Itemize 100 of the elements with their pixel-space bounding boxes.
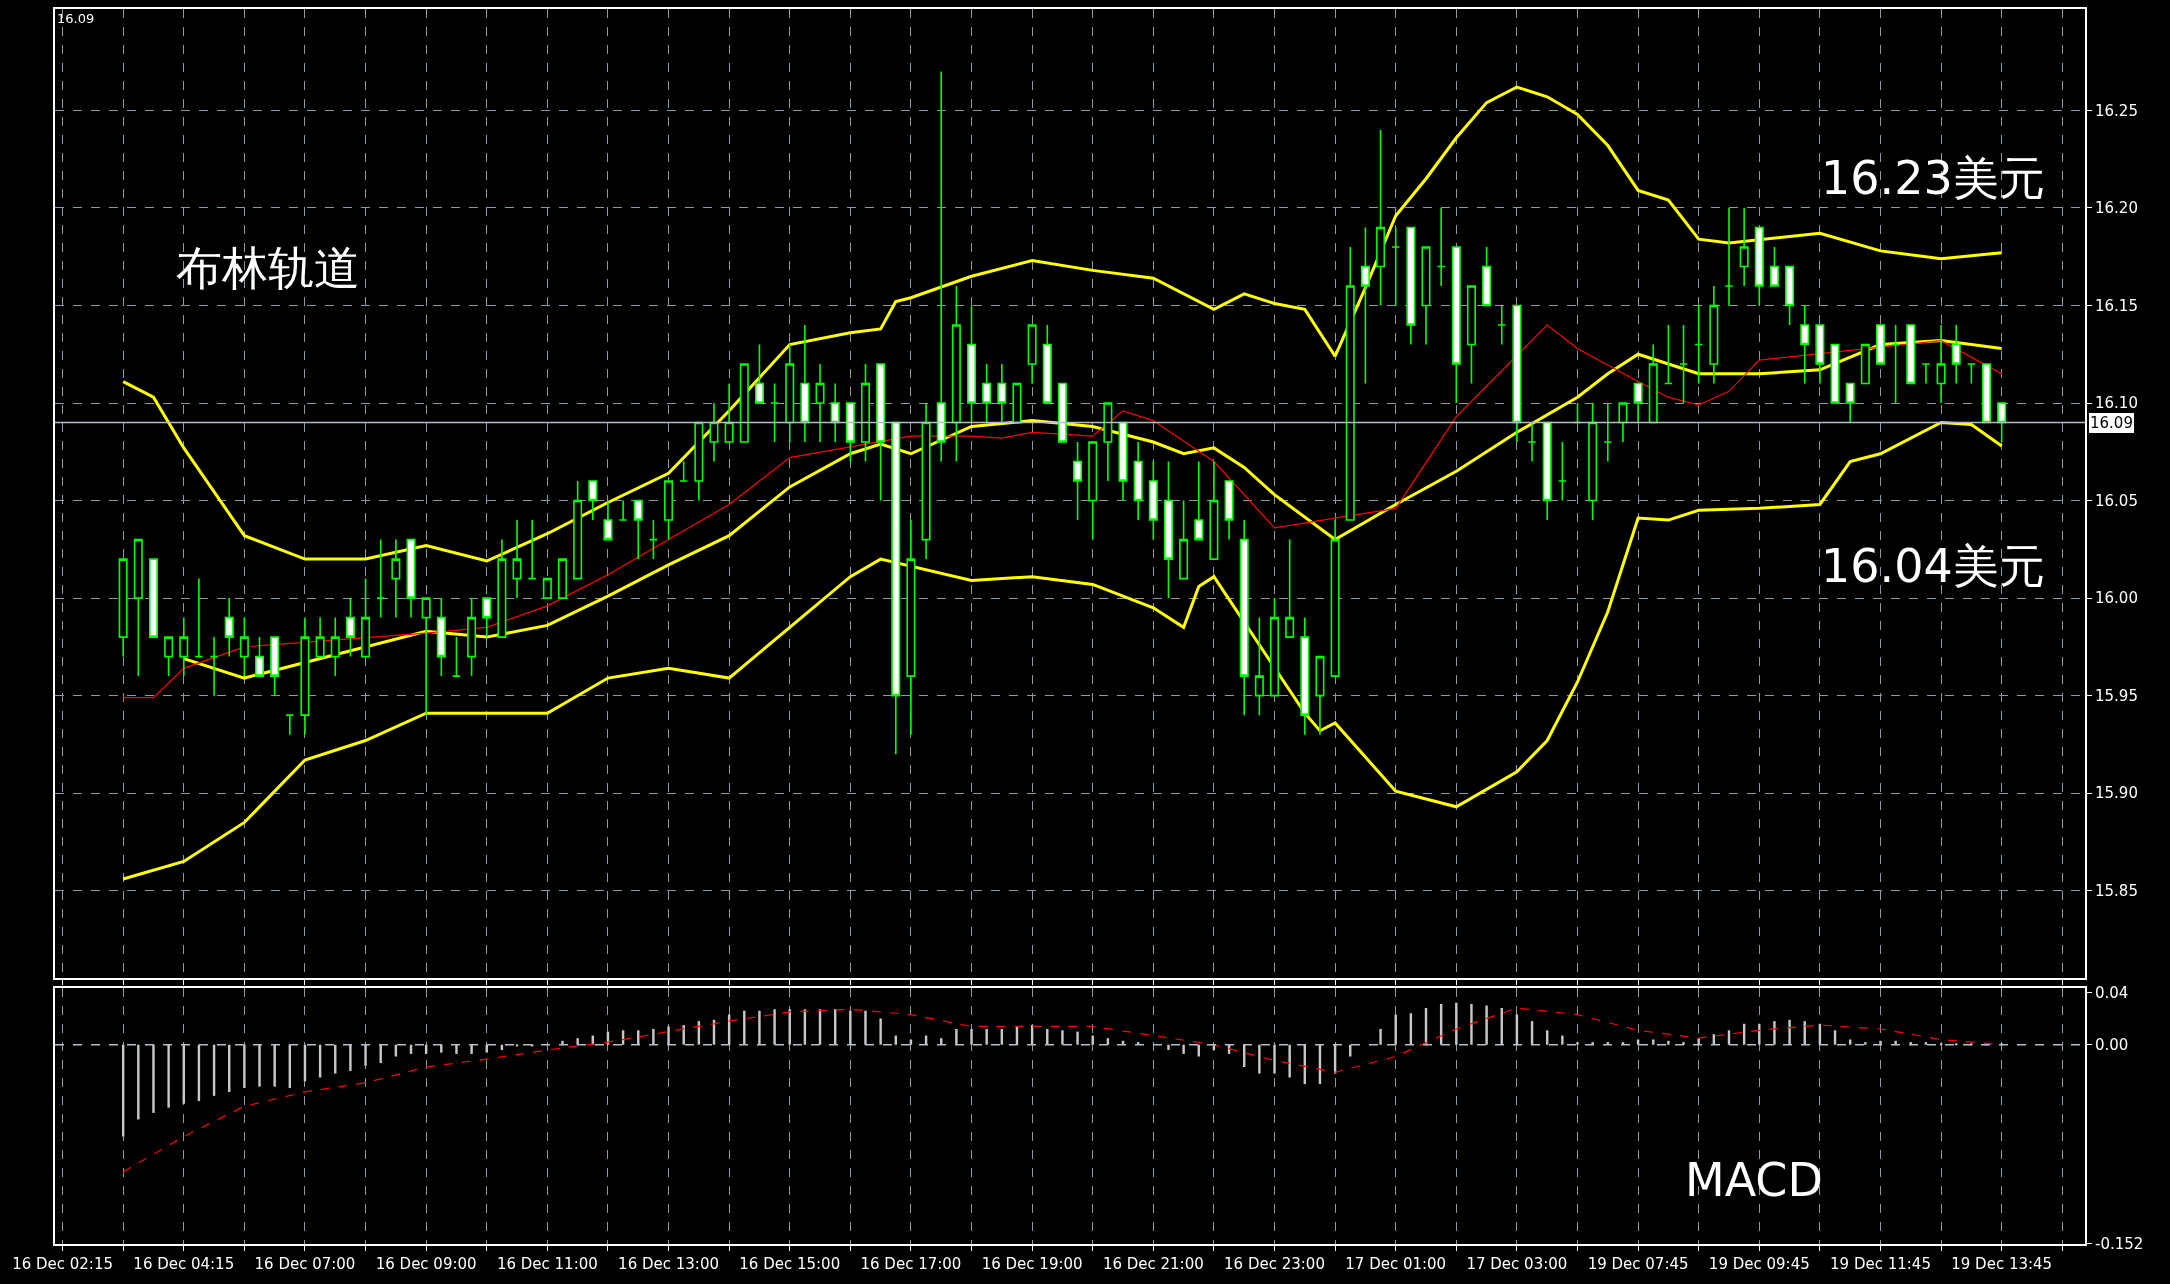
bar [1561,1035,1564,1045]
bar [909,1039,913,1045]
candlestick [270,636,280,697]
candlestick [1451,246,1461,404]
annotation: 16.09 [57,11,95,26]
candlestick [1982,363,1992,424]
bar [1182,1044,1185,1054]
bar [667,1026,670,1045]
candlestick [1285,538,1295,638]
candlestick [1694,304,1704,385]
y-tick-label: 16.00 [2095,589,2138,608]
candlestick [1860,343,1870,385]
x-tick-label: 17 Dec 03:00 [1466,1255,1568,1273]
candlestick [694,421,704,502]
x-tick-label: 19 Dec 11:45 [1830,1255,1931,1273]
candlestick [754,343,764,404]
candlestick [1815,324,1825,385]
annotation: 布林轨道 [176,241,360,295]
candlestick [876,363,886,502]
bar [455,1044,458,1054]
bar [879,1018,882,1045]
y-tick-label: 15.95 [2095,686,2138,705]
candlestick [1103,402,1113,482]
x-tick-label: 16 Dec 19:00 [981,1255,1083,1273]
candlestick [1012,382,1022,424]
candlestick [497,538,507,638]
candlestick [133,538,143,677]
candlestick [1679,324,1689,404]
candlestick [936,70,946,463]
bar [1636,1039,1640,1045]
annotation: MACD [1685,1153,1823,1207]
candlestick [1042,324,1052,404]
annotation: 16.04美元 [1821,539,2045,593]
bar [1061,1030,1064,1045]
candlestick [664,480,674,541]
candlestick [361,577,371,658]
candlestick [482,597,492,638]
candlestick [1270,597,1280,697]
y-tick-label: 16.15 [2095,296,2138,315]
bar [243,1044,246,1088]
candlestick [770,382,780,443]
bar [682,1025,685,1045]
candlestick [603,499,613,541]
ref-line-label: 16.09 [2090,414,2133,432]
candlestick [255,636,265,677]
candlestick [1057,382,1067,443]
candlestick [1557,441,1567,502]
bar [440,1044,443,1053]
candlestick [1497,304,1507,346]
candlestick [648,519,658,560]
candlestick [451,636,461,677]
candlestick [1724,207,1734,307]
y-tick-label: 15.90 [2095,784,2138,803]
candlestick [1936,324,1946,404]
candlestick [633,499,643,560]
candlestick [967,304,977,424]
candlestick [1300,616,1310,736]
bar [849,1010,852,1045]
candlestick [1224,480,1234,541]
candlestick [194,577,204,658]
candlestick [1633,382,1643,424]
candlestick [467,597,477,677]
candlestick [1482,246,1492,307]
candlestick [1754,226,1764,307]
bar [1379,1028,1382,1045]
candlestick [1376,129,1386,307]
y-tick-label: 16.05 [2095,491,2138,510]
candlestick [1254,616,1264,716]
bar [152,1044,155,1113]
candlestick [285,714,295,736]
candlestick [376,538,386,619]
bar [273,1044,276,1087]
y-tick-label: 16.25 [2095,101,2138,120]
candlestick [739,363,749,443]
candlestick [1421,246,1431,346]
bar [1788,1019,1791,1045]
bar [773,1009,776,1045]
bar [864,1010,867,1045]
bar [1076,1031,1079,1045]
candlestick [436,597,446,677]
candlestick [1618,402,1628,443]
candlestick [179,616,189,677]
candlestick [527,519,537,580]
y-tick-label: 16.10 [2095,394,2138,413]
bar [955,1028,958,1045]
bar [1273,1044,1276,1074]
x-tick-label: 16 Dec 13:00 [618,1255,719,1273]
candlestick [164,636,174,677]
candlestick [1436,207,1446,287]
bar [167,1044,170,1108]
candlestick [906,519,916,736]
candlestick [118,558,128,658]
candlestick [1027,324,1037,385]
candlestick [1466,285,1476,385]
y-tick-label: 0.04 [2095,983,2129,1002]
candlestick [1709,285,1719,385]
candlestick [345,597,355,658]
candlestick [997,363,1007,424]
candlestick [921,402,931,560]
candlestick [951,285,961,463]
